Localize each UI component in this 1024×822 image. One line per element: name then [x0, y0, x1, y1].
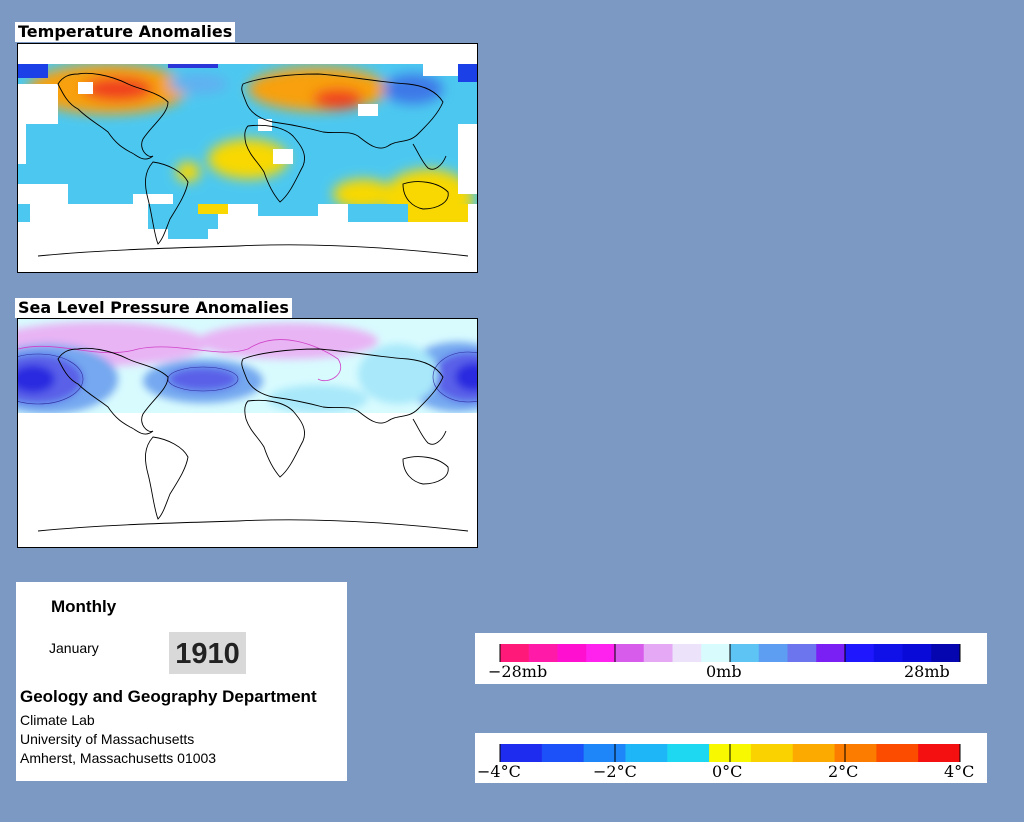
pressure-coastlines [37, 347, 469, 532]
temperature-legend-label-plus4: 4°C [944, 762, 975, 781]
month-label: January [49, 640, 99, 656]
pressure-legend-swatch-1 [528, 644, 558, 662]
pressure-panel-title: Sea Level Pressure Anomalies [15, 298, 292, 318]
pressure-legend-swatch-12 [845, 644, 875, 662]
pressure-anomaly-map [17, 318, 478, 548]
year-display: 1910 [169, 632, 246, 674]
temperature-legend-swatch-6 [750, 744, 794, 762]
pressure-legend: −28mb 0mb 28mb [475, 633, 987, 684]
temperature-legend-swatch-8 [834, 744, 877, 762]
pressure-legend-swatch-7 [701, 644, 731, 662]
pressure-legend-swatch-11 [816, 644, 846, 662]
temperature-legend-swatch-0 [500, 744, 543, 762]
pressure-legend-swatch-4 [615, 644, 645, 662]
pressure-legend-max-label: 28mb [904, 662, 950, 681]
temperature-legend-label-zero: 0°C [712, 762, 743, 781]
temperature-anomaly-map [17, 43, 478, 273]
temperature-legend-swatch-10 [918, 744, 961, 762]
temperature-colorbar [499, 744, 961, 762]
period-label: Monthly [51, 597, 117, 616]
temperature-legend-swatch-3 [625, 744, 668, 762]
pressure-legend-swatch-15 [931, 644, 961, 662]
university-label: University of Massachusetts [20, 731, 195, 747]
lab-label: Climate Lab [20, 712, 95, 728]
temperature-panel-title: Temperature Anomalies [15, 22, 236, 42]
pressure-legend-swatch-2 [557, 644, 587, 662]
pressure-legend-swatch-0 [500, 644, 530, 662]
temperature-legend-swatch-7 [792, 744, 836, 762]
pressure-legend-zero-label: 0mb [706, 662, 742, 681]
temperature-coastlines [37, 72, 469, 257]
temperature-legend-label-plus2: 2°C [828, 762, 859, 781]
pressure-legend-swatch-8 [730, 644, 760, 662]
pressure-legend-swatch-3 [586, 644, 616, 662]
pressure-legend-swatch-9 [758, 644, 788, 662]
pressure-colorbar [499, 644, 961, 662]
temperature-legend: −4°C −2°C 0°C 2°C 4°C [475, 733, 987, 783]
pressure-legend-min-label: −28mb [488, 662, 548, 681]
temperature-map-svg [18, 44, 477, 272]
address-label: Amherst, Massachusetts 01003 [20, 750, 217, 766]
temperature-legend-label-minus4: −4°C [477, 762, 521, 781]
temperature-legend-swatch-4 [667, 744, 710, 762]
pressure-legend-swatch-6 [672, 644, 702, 662]
info-box: Monthly January 1910 Geology and Geograp… [16, 582, 347, 781]
pressure-map-svg [18, 319, 477, 532]
temperature-legend-swatch-9 [876, 744, 919, 762]
pressure-legend-swatch-10 [787, 644, 817, 662]
temperature-legend-swatch-1 [541, 744, 585, 762]
pressure-legend-swatch-5 [643, 644, 673, 662]
pressure-legend-swatch-13 [873, 644, 903, 662]
department-label: Geology and Geography Department [20, 687, 317, 706]
pressure-legend-swatch-14 [902, 644, 932, 662]
temperature-legend-swatch-2 [583, 744, 626, 762]
temperature-legend-label-minus2: −2°C [593, 762, 637, 781]
